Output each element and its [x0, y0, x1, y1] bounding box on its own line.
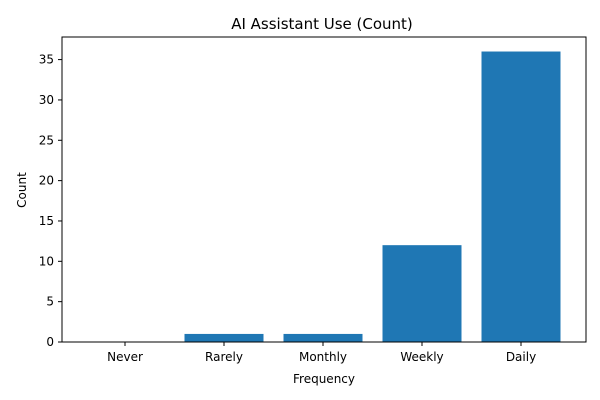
bar-daily [481, 51, 561, 343]
x-tick-label: Monthly [299, 350, 347, 364]
y-tick-label: 25 [39, 133, 54, 147]
y-tick-label: 10 [39, 254, 54, 268]
x-tick-label: Daily [506, 350, 536, 364]
y-axis-label: Count [15, 172, 29, 208]
y-tick-label: 20 [39, 174, 54, 188]
y-tick-label: 30 [39, 93, 54, 107]
x-tick-label: Rarely [205, 350, 243, 364]
bar-rarely [184, 333, 264, 342]
y-tick-label: 35 [39, 53, 54, 67]
y-axis-ticks: 0 5 10 15 20 25 30 35 [39, 53, 62, 349]
plot-frame [61, 36, 587, 343]
x-tick-label: Never [107, 350, 143, 364]
x-tick-label: Weekly [400, 350, 443, 364]
x-axis-ticks: Never Rarely Monthly Weekly Daily [107, 342, 536, 364]
y-tick-label: 15 [39, 214, 54, 228]
bar-weekly [382, 245, 462, 342]
bar-monthly [283, 333, 363, 342]
chart-title: AI Assistant Use (Count) [231, 15, 413, 33]
y-tick-label: 0 [46, 335, 54, 349]
x-axis-label: Frequency [293, 372, 355, 386]
bars [184, 51, 561, 343]
y-tick-label: 5 [46, 295, 54, 309]
